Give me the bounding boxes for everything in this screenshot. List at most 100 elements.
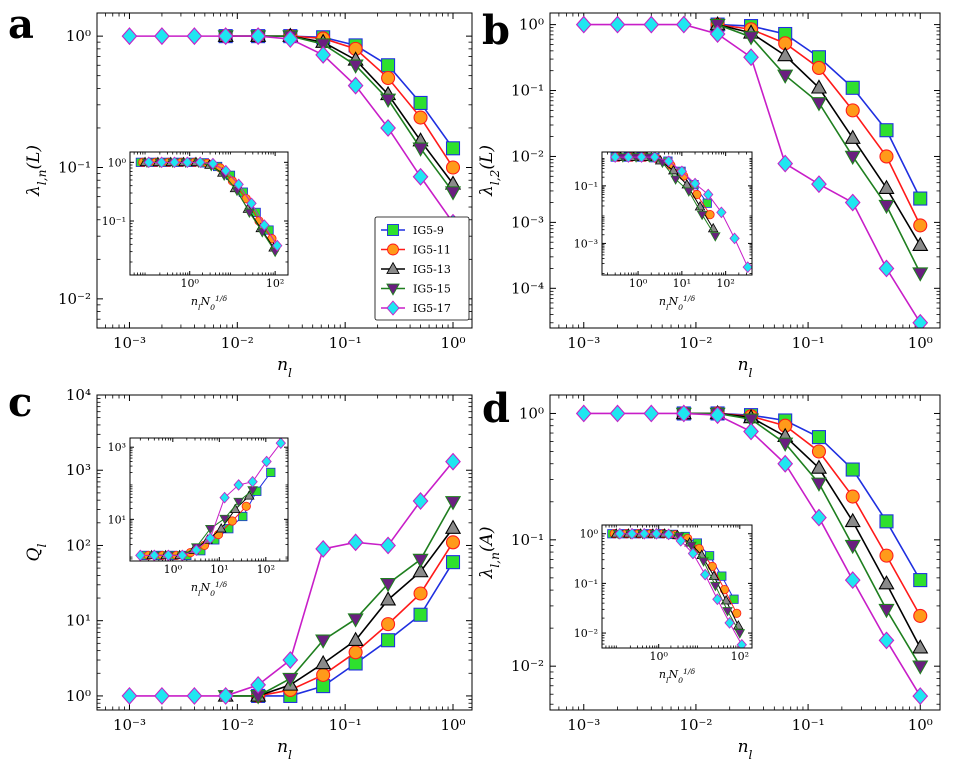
panel-a-inset-ytick-label: 10⁻¹	[102, 215, 126, 228]
panel-a-ylabel: λl,n(L)	[24, 145, 49, 197]
panel-a-point-IG5-17	[315, 45, 332, 64]
panel-a-point-IG5-9	[445, 141, 461, 156]
panel-d-inset-point-IG5-17	[700, 568, 711, 581]
panel-b-ytick-label: 10⁻³	[511, 213, 544, 231]
panel-d-data	[575, 404, 929, 706]
panel-d-inset-point-IG5-17	[712, 593, 723, 606]
legend-entry-IG5-9: IG5-9	[381, 224, 444, 237]
panel-d-point-IG5-15	[742, 413, 760, 428]
panel-b-point-IG5-13	[810, 79, 828, 94]
panel-a-inset-point-IG5-17	[169, 156, 180, 169]
panel-c-series-IG5-17	[121, 452, 461, 705]
panel-c-point-IG5-15	[282, 672, 299, 688]
panel-c-xtick-label: 10⁰	[440, 716, 465, 734]
panel-c-point-IG5-11	[445, 535, 461, 550]
panel-b-inset-point-IG5-11	[705, 210, 715, 220]
panel-b-xlabel: nl	[738, 355, 753, 380]
panel-a-point-IG5-11	[381, 70, 396, 86]
panel-d-inset-ytick-label: 10⁻²	[574, 627, 598, 640]
panel-b-inset-point-IG5-17	[676, 165, 688, 178]
panel-label-b: b	[482, 7, 510, 54]
panel-label-c: c	[8, 379, 32, 426]
panel-b-point-IG5-17	[643, 15, 660, 34]
panel-c-ytick-label: 10³	[66, 461, 91, 479]
legend-label-IG5-13: IG5-13	[413, 263, 451, 276]
panel-a-point-IG5-15	[347, 59, 364, 74]
panel-b-point-IG5-9	[845, 80, 860, 95]
panel-a-point-IG5-17	[217, 27, 234, 46]
panel-a-frame	[96, 12, 473, 329]
panel-a-inset-frame	[129, 151, 289, 276]
panel-a-point-IG5-17	[121, 27, 138, 46]
panel-c-point-IG5-17	[250, 675, 267, 694]
panel-c-point-IG5-17	[347, 533, 364, 552]
panel-a-inset-point-IG5-17	[195, 156, 206, 169]
panel-b-inset-point-IG5-15	[709, 232, 721, 242]
panel-b-point-IG5-15	[742, 31, 760, 46]
panel-a-point-IG5-15	[444, 186, 462, 201]
panel-a-xtick-label: 10⁻¹	[329, 334, 362, 352]
panel-c-point-IG5-13	[380, 591, 397, 606]
panel-d-inset-data	[607, 527, 747, 648]
panel-c-inset-frame	[129, 437, 289, 562]
panel-d-inset-point-IG5-9	[704, 551, 715, 561]
panel-d-inset-point-IG5-17	[639, 527, 650, 540]
panel-d-point-IG5-11	[879, 548, 894, 563]
panel-a-point-IG5-9	[381, 58, 396, 73]
panel-c-point-IG5-17	[445, 452, 461, 471]
panel-c-point-IG5-9	[413, 607, 428, 622]
panel-a-point-IG5-17	[186, 27, 203, 46]
panel-a-point-IG5-17	[154, 27, 170, 46]
panel-c-inset-xtick-label: 10⁰	[164, 563, 183, 576]
panel-d-point-IG5-17	[777, 454, 794, 473]
panel-a-inset: 10⁰ 10² 10⁻¹ 10⁰ nlN01/δ	[102, 151, 289, 312]
panel-b-inset-point-IG5-17	[649, 152, 660, 163]
panel-c-inset-point-IG5-17	[191, 544, 202, 556]
panel-d-inset-xlabel: nlN01/δ	[659, 667, 696, 685]
panel-b-point-IG5-17	[844, 193, 861, 212]
panel-c-point-IG5-13	[412, 562, 429, 578]
legend-marker-IG5-11	[387, 243, 399, 256]
panel-d-inset-xtick-label: 10²	[731, 650, 749, 663]
panel-b-series-IG5-17	[575, 15, 929, 328]
panel-b-point-IG5-15	[810, 97, 828, 112]
panel-b-inset-point-IG5-15	[683, 187, 695, 197]
panel-c-point-IG5-9	[445, 555, 461, 570]
panel-c-ytick-label: 10¹	[66, 612, 91, 630]
panel-a-point-IG5-15	[315, 38, 332, 53]
panel-d-point-IG5-13	[810, 459, 828, 474]
panel-d-inset-ytick-label: 10⁻¹	[574, 577, 598, 590]
panel-d-inset-point-IG5-17	[651, 527, 662, 540]
panel-a-xtick-label: 10⁻³	[113, 334, 146, 352]
panel-d-inset-point-IG5-15	[698, 557, 709, 567]
panel-a-ytick-label: 10⁻¹	[58, 158, 91, 176]
panel-c-point-IG5-11	[348, 645, 363, 660]
panel-a-inset-point-IG5-15	[244, 208, 255, 219]
panel-d-point-IG5-17	[575, 404, 592, 423]
panel-d-point-IG5-17	[878, 631, 895, 650]
panel-d-inset-inset-background	[602, 525, 752, 648]
panel-a-point-IG5-17	[412, 167, 429, 186]
panel-d-inset-series-IG5-17	[614, 527, 747, 648]
panel-c-inset-data	[135, 438, 286, 561]
panel-a-xtick-label: 10⁰	[440, 334, 465, 352]
legend-entry-IG5-17: IG5-17	[381, 300, 451, 316]
panel-b-point-IG5-17	[675, 15, 692, 34]
panel-a-point-IG5-17	[380, 119, 396, 137]
panel-c-inset-point-IG5-17	[233, 479, 244, 491]
panel-a-xlabel: nl	[277, 355, 292, 380]
panel-b-point-IG5-17	[777, 154, 794, 173]
panel-c-point-IG5-9	[381, 633, 396, 648]
panel-c-data	[121, 452, 462, 705]
panel-a-point-IG5-15	[380, 93, 397, 108]
panel-c-xtick-label: 10⁻¹	[329, 716, 362, 734]
legend-entry-IG5-13: IG5-13	[381, 261, 451, 276]
panel-d-series-IG5-17	[575, 404, 929, 706]
panel-d-point-IG5-11	[845, 489, 860, 504]
panel-d-xlabel: nl	[738, 737, 753, 762]
panel-d-frame	[549, 394, 941, 711]
panel-d-point-IG5-15	[878, 603, 895, 619]
panel-d-inset-point-IG5-15	[710, 581, 721, 592]
panel-d-point-IG5-15	[912, 660, 929, 675]
panel-c-inset-point-IG5-17	[275, 438, 286, 449]
